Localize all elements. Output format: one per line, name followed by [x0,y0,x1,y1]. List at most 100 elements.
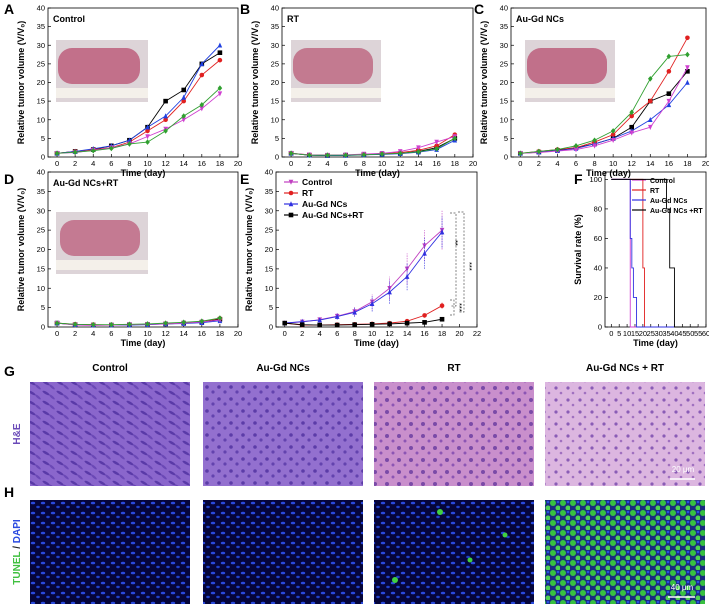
x-tick-label: 14 [414,159,422,168]
data-point [199,102,205,108]
x-tick-label: 16 [665,159,673,168]
y-tick-label: 15 [37,97,45,106]
data-point [181,319,187,326]
data-point [361,151,367,158]
data-point [145,321,150,327]
x-tick-label: 12 [161,159,169,168]
data-point [404,320,410,326]
data-point [647,124,653,130]
y-tick-label: 25 [37,226,45,235]
panel-letter: G [4,363,15,379]
panel-letter: A [4,1,14,17]
x-tick-label: 22 [473,329,481,338]
x-tick-label: 18 [216,159,224,168]
series-line [284,318,443,326]
y-tick-label: 25 [37,59,45,68]
data-point [379,151,385,157]
data-point [163,98,168,104]
column-label: Au-Gd NCs + RT [586,363,664,374]
data-point [288,201,294,207]
data-point [145,128,150,134]
data-point [72,149,78,155]
y-tick-label: 30 [265,206,273,215]
y-axis-label: Relative tumor volume (V/V₀) [479,21,489,145]
data-point [647,75,653,82]
x-axis-label: Time (day) [121,338,166,348]
data-point [610,137,616,144]
y-tick-label: 40 [265,168,273,177]
scale-bar-label: 40 μm [671,583,694,592]
x-tick-label: 18 [683,159,691,168]
y-axis-label: Survival rate (%) [573,214,583,285]
y-tick-label: 15 [271,97,279,106]
data-point [517,150,523,157]
x-tick-label: 25 [647,329,655,338]
data-point [199,106,205,112]
legend-label: Au-Gd NCs +RT [650,208,703,215]
data-point [299,322,305,327]
y-tick-label: 35 [271,22,279,31]
data-point [199,72,205,78]
x-tick-label: 10 [143,329,151,338]
data-point [181,117,187,123]
x-tick-label: 6 [574,159,578,168]
y-tick-label: 0 [41,153,45,162]
y-tick-label: 20 [265,245,273,254]
panel-letter: C [474,1,484,17]
x-axis-label: Time (day) [354,338,399,348]
x-tick-label: 8 [362,159,366,168]
x-tick-label: 10 [609,159,617,168]
y-axis-label: Relative tumor volume (V/V₀) [16,188,26,312]
x-tick-label: 50 [686,329,694,338]
x-axis-label: Time (day) [121,168,166,178]
y-tick-label: 0 [41,323,45,332]
x-tick-label: 10 [143,159,151,168]
x-tick-label: 2 [307,159,311,168]
x-axis-label: Time (day) [586,168,631,178]
x-tick-label: 14 [646,159,654,168]
data-point [54,150,60,157]
y-tick-label: 40 [271,4,279,13]
data-point [610,132,616,137]
data-point [127,321,132,328]
panel-letter: F [574,171,583,187]
x-tick-label: 18 [451,159,459,168]
x-tick-label: 10 [623,329,631,338]
data-point [369,300,375,307]
x-tick-label: 10 [378,159,386,168]
data-point [334,313,340,319]
legend-label: Au-Gd NCs+RT [302,210,364,220]
y-axis-label: Relative tumor volume (V/V₀) [250,21,260,145]
y-tick-label: 35 [500,22,508,31]
data-point [666,102,672,108]
x-tick-label: 4 [325,159,329,168]
x-tick-label: 8 [127,329,131,338]
y-tick-label: 0 [275,153,279,162]
data-point [416,148,421,155]
y-tick-label: 10 [271,115,279,124]
data-point [181,87,187,93]
panel-letter: B [240,1,250,17]
data-point [629,124,635,130]
x-tick-label: 20 [702,159,709,168]
x-tick-label: 4 [318,329,322,338]
x-tick-label: 0 [609,329,613,338]
data-point [288,179,294,185]
y-tick-label: 40 [37,4,45,13]
x-tick-label: 30 [654,329,662,338]
x-tick-label: 4 [555,159,559,168]
y-tick-label: 5 [41,134,45,143]
x-tick-label: 0 [55,329,59,338]
data-point [536,148,542,155]
data-point [181,94,187,100]
series-line [284,229,443,324]
data-point [573,143,579,149]
data-point [452,135,458,142]
plot-frame [604,171,707,328]
series-line [57,93,221,154]
x-tick-label: 4 [91,329,95,338]
annotation: *** [455,303,464,312]
y-tick-label: 10 [37,115,45,124]
legend-label: RT [302,188,314,198]
series-line [57,317,220,326]
